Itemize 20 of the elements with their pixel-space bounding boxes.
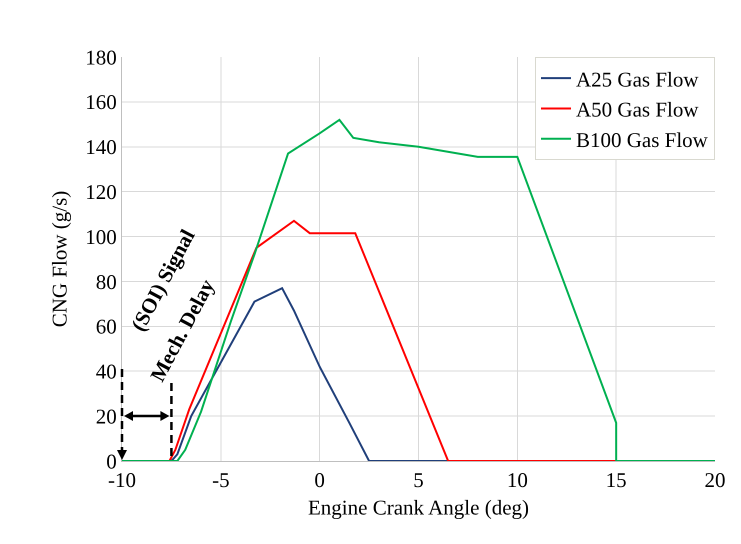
- x-tick-label: 15: [606, 468, 627, 492]
- x-tick-label: 0: [314, 468, 325, 492]
- y-tick-label: 60: [96, 314, 117, 339]
- y-tick-label: 40: [96, 360, 117, 384]
- y-tick-label: 180: [85, 45, 117, 70]
- y-tick-label: 160: [85, 90, 117, 114]
- x-tick-label: 10: [506, 468, 528, 492]
- y-tick-label: 80: [96, 270, 117, 294]
- y-axis-title: CNG Flow (g/s): [47, 190, 72, 328]
- y-tick-label: 120: [85, 180, 117, 204]
- x-axis-title: Engine Crank Angle (deg): [308, 495, 530, 520]
- x-tick-label: 5: [413, 468, 424, 492]
- legend-label: A50 Gas Flow: [576, 98, 700, 122]
- y-tick-label: 140: [85, 135, 117, 160]
- legend-label: A25 Gas Flow: [576, 67, 700, 92]
- x-tick-label: -5: [212, 468, 230, 492]
- y-tick-label: 20: [96, 404, 117, 428]
- legend-label: B100 Gas Flow: [576, 128, 709, 152]
- x-tick-label: 20: [704, 468, 726, 492]
- y-tick-label: 100: [85, 224, 117, 249]
